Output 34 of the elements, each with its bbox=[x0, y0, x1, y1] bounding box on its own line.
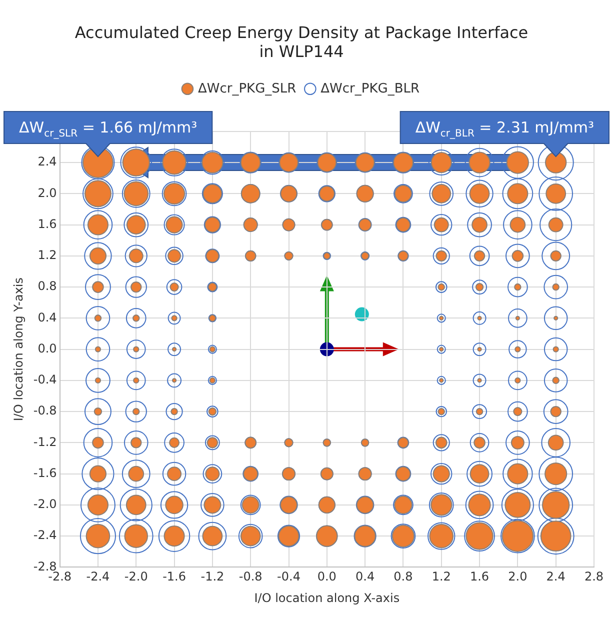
text: Accumulated Creep Energy Density at Package Interface bbox=[74, 22, 528, 42]
x-tick-label: 0.4 bbox=[356, 570, 375, 584]
x-tick-label: -2.4 bbox=[86, 570, 110, 584]
x-tick-label: 0.8 bbox=[394, 570, 413, 584]
y-tick-label: -1.6 bbox=[33, 466, 57, 480]
y-tick-label: -2.0 bbox=[33, 497, 57, 512]
y-tick-label: 0.8 bbox=[38, 279, 57, 294]
x-tick-label: -0.8 bbox=[238, 570, 262, 584]
y-tick-label: 1.6 bbox=[38, 216, 57, 231]
x-tick-label: 2.8 bbox=[584, 570, 604, 584]
x-tick-label: 2.0 bbox=[508, 570, 528, 584]
legend-label: ΔWcr_PKG_SLR bbox=[198, 81, 296, 96]
y-tick-label: -2.4 bbox=[33, 528, 57, 542]
y-tick-label: 2.4 bbox=[38, 154, 57, 169]
text: in WLP144 bbox=[259, 42, 344, 61]
y-tick-label: 0.4 bbox=[38, 310, 57, 324]
y-tick-label: -0.8 bbox=[33, 404, 57, 418]
y-tick-label: 1.2 bbox=[38, 248, 57, 262]
x-tick-label: 2.4 bbox=[546, 570, 566, 584]
x-tick-label: 1.6 bbox=[470, 570, 490, 584]
y-tick-label: 2.0 bbox=[38, 186, 57, 200]
y-tick-label: -1.2 bbox=[33, 434, 57, 449]
x-tick-label: -2.0 bbox=[124, 570, 148, 584]
y-tick-label: 0.0 bbox=[38, 341, 57, 356]
x-axis-title: I/O location along X-axis bbox=[254, 590, 400, 605]
x-tick-label: -1.2 bbox=[200, 570, 224, 584]
x-tick-label: 1.2 bbox=[432, 570, 451, 584]
x-tick-label: 0.0 bbox=[317, 570, 336, 584]
y-tick-label: -0.4 bbox=[33, 372, 57, 387]
y-axis-title: I/O location along Y-axis bbox=[11, 277, 26, 422]
x-tick-label: -0.4 bbox=[277, 570, 300, 584]
legend-label: ΔWcr_PKG_BLR bbox=[320, 81, 420, 96]
x-tick-label: -2.8 bbox=[48, 570, 72, 584]
x-tick-label: -1.6 bbox=[162, 570, 186, 584]
